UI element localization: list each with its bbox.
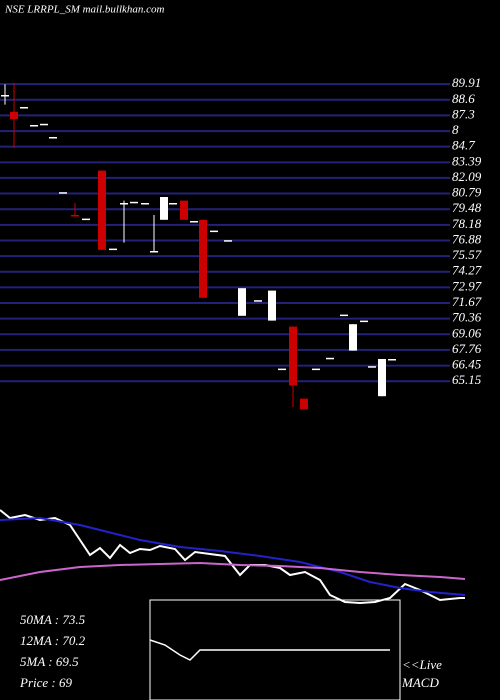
candle-body (254, 300, 262, 302)
legend-entry: Price : 69 (19, 675, 72, 690)
candle-body (268, 290, 276, 321)
candle-body (160, 197, 168, 220)
y-tick-label: 67.76 (452, 341, 482, 356)
candle-body (180, 200, 188, 220)
y-tick-label: 69.06 (452, 325, 482, 340)
y-tick-label: 75.57 (452, 247, 482, 262)
candle-body (312, 368, 320, 371)
y-tick-label: 89.91 (452, 75, 481, 90)
chart-title: NSE LRRPL_SM mail.bullkhan.com (4, 4, 165, 16)
candle-body (49, 137, 57, 139)
candle-body (109, 248, 117, 251)
legend-entry: 50MA : 73.5 (20, 612, 86, 627)
candle-body (238, 288, 246, 316)
candle-body (190, 221, 198, 223)
candle-body (360, 320, 368, 323)
y-tick-label: 65.15 (452, 372, 482, 387)
y-tick-label: 70.36 (452, 310, 482, 325)
candle-body (340, 314, 348, 317)
candle-body (20, 107, 28, 109)
y-tick-label: 8 (452, 122, 459, 137)
candle-body (40, 123, 48, 126)
y-tick-label: 83.39 (452, 153, 482, 168)
candle-body (141, 203, 149, 205)
y-tick-label: 76.88 (452, 231, 482, 246)
candle-body (10, 111, 18, 119)
candle-body (349, 324, 357, 351)
y-tick-label: 71.67 (452, 294, 482, 309)
legend-entry: 12MA : 70.2 (20, 633, 86, 648)
y-tick-label: 79.48 (452, 200, 482, 215)
candle-body (71, 215, 79, 217)
candle-body (199, 219, 207, 298)
candle-body (368, 366, 376, 368)
candle-body (150, 251, 158, 253)
y-tick-label: 88.6 (452, 91, 475, 106)
y-tick-label: 87.3 (452, 106, 475, 121)
candle-body (326, 357, 334, 360)
ma-line (0, 509, 465, 605)
y-tick-label: 74.27 (452, 263, 482, 278)
y-tick-label: 82.09 (452, 169, 482, 184)
candle-body (120, 203, 128, 205)
y-tick-label: 80.79 (452, 185, 482, 200)
candle-body (388, 359, 396, 361)
ma-line (0, 561, 466, 581)
candle-body (130, 201, 138, 204)
candle-body (169, 203, 177, 205)
candle-body (1, 95, 9, 97)
candle-body (59, 192, 67, 194)
candle-body (378, 359, 386, 397)
candle-body (300, 398, 308, 410)
candle-body (224, 240, 232, 242)
ma-line (0, 516, 466, 596)
candle-body (278, 368, 286, 371)
macd-label: MACD (401, 675, 439, 690)
y-tick-label: 66.45 (452, 357, 482, 372)
candle-body (210, 230, 218, 233)
legend-entry: 5MA : 69.5 (20, 654, 79, 669)
candle-body (289, 326, 297, 386)
macd-line (149, 639, 390, 661)
y-tick-label: 78.18 (452, 216, 482, 231)
y-tick-label: 72.97 (452, 278, 482, 293)
y-tick-label: 84.7 (452, 138, 475, 153)
candle-body (82, 218, 90, 221)
candle-body (98, 170, 106, 250)
macd-box (149, 599, 401, 700)
live-label: <<Live (402, 657, 442, 672)
candle-body (30, 125, 38, 127)
